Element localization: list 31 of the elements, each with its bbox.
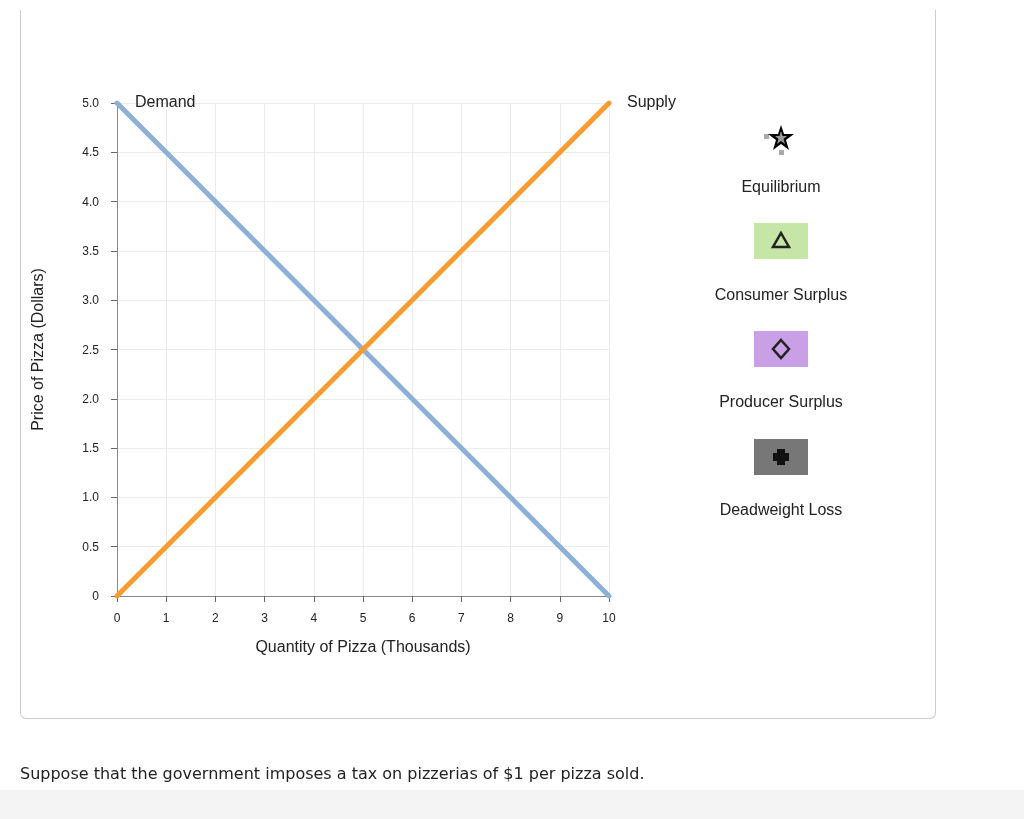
y-tick-label: 1.0 <box>82 490 100 505</box>
series-label: Supply <box>627 92 676 110</box>
series-label: Demand <box>135 92 196 110</box>
x-tick-label: 8 <box>507 611 515 625</box>
y-tick-label: 0 <box>92 589 100 603</box>
y-tick-label: 3.5 <box>82 243 100 258</box>
x-tick-label: 2 <box>212 611 220 625</box>
text: Consumer Surplus <box>713 286 849 304</box>
y-tick-label: 2.5 <box>82 342 100 357</box>
text: Producer Surplus <box>718 393 844 411</box>
x-tick-label: 10 <box>602 611 616 625</box>
y-tick-label: 2.0 <box>82 391 100 406</box>
y-tick-label: 3.0 <box>82 293 100 308</box>
y-tick-label: 1.5 <box>82 441 100 456</box>
y-tick-label: 4.5 <box>82 145 100 160</box>
text: Deadweight Loss <box>718 501 844 519</box>
x-axis-title: Quantity of Pizza (Thousands) <box>255 637 471 655</box>
x-tick-label: 9 <box>556 611 564 625</box>
x-tick-label: 0 <box>113 611 121 625</box>
text: Equilibrium <box>740 178 822 196</box>
y-axis-title: Price of Pizza (Dollars) <box>28 268 46 431</box>
x-tick-label: 5 <box>359 611 367 625</box>
x-tick-label: 3 <box>261 611 269 625</box>
x-tick-label: 1 <box>162 611 170 625</box>
y-tick-label: 0.5 <box>82 539 100 554</box>
y-tick-label: 4.0 <box>82 194 100 209</box>
x-tick-label: 4 <box>310 611 318 625</box>
x-tick-label: 6 <box>408 611 416 625</box>
x-tick-label: 7 <box>458 611 466 625</box>
y-tick-label: 5.0 <box>82 96 100 110</box>
text: Suppose that the government imposes a tax on pizzerias of $1 per pizza sold. <box>20 764 645 783</box>
